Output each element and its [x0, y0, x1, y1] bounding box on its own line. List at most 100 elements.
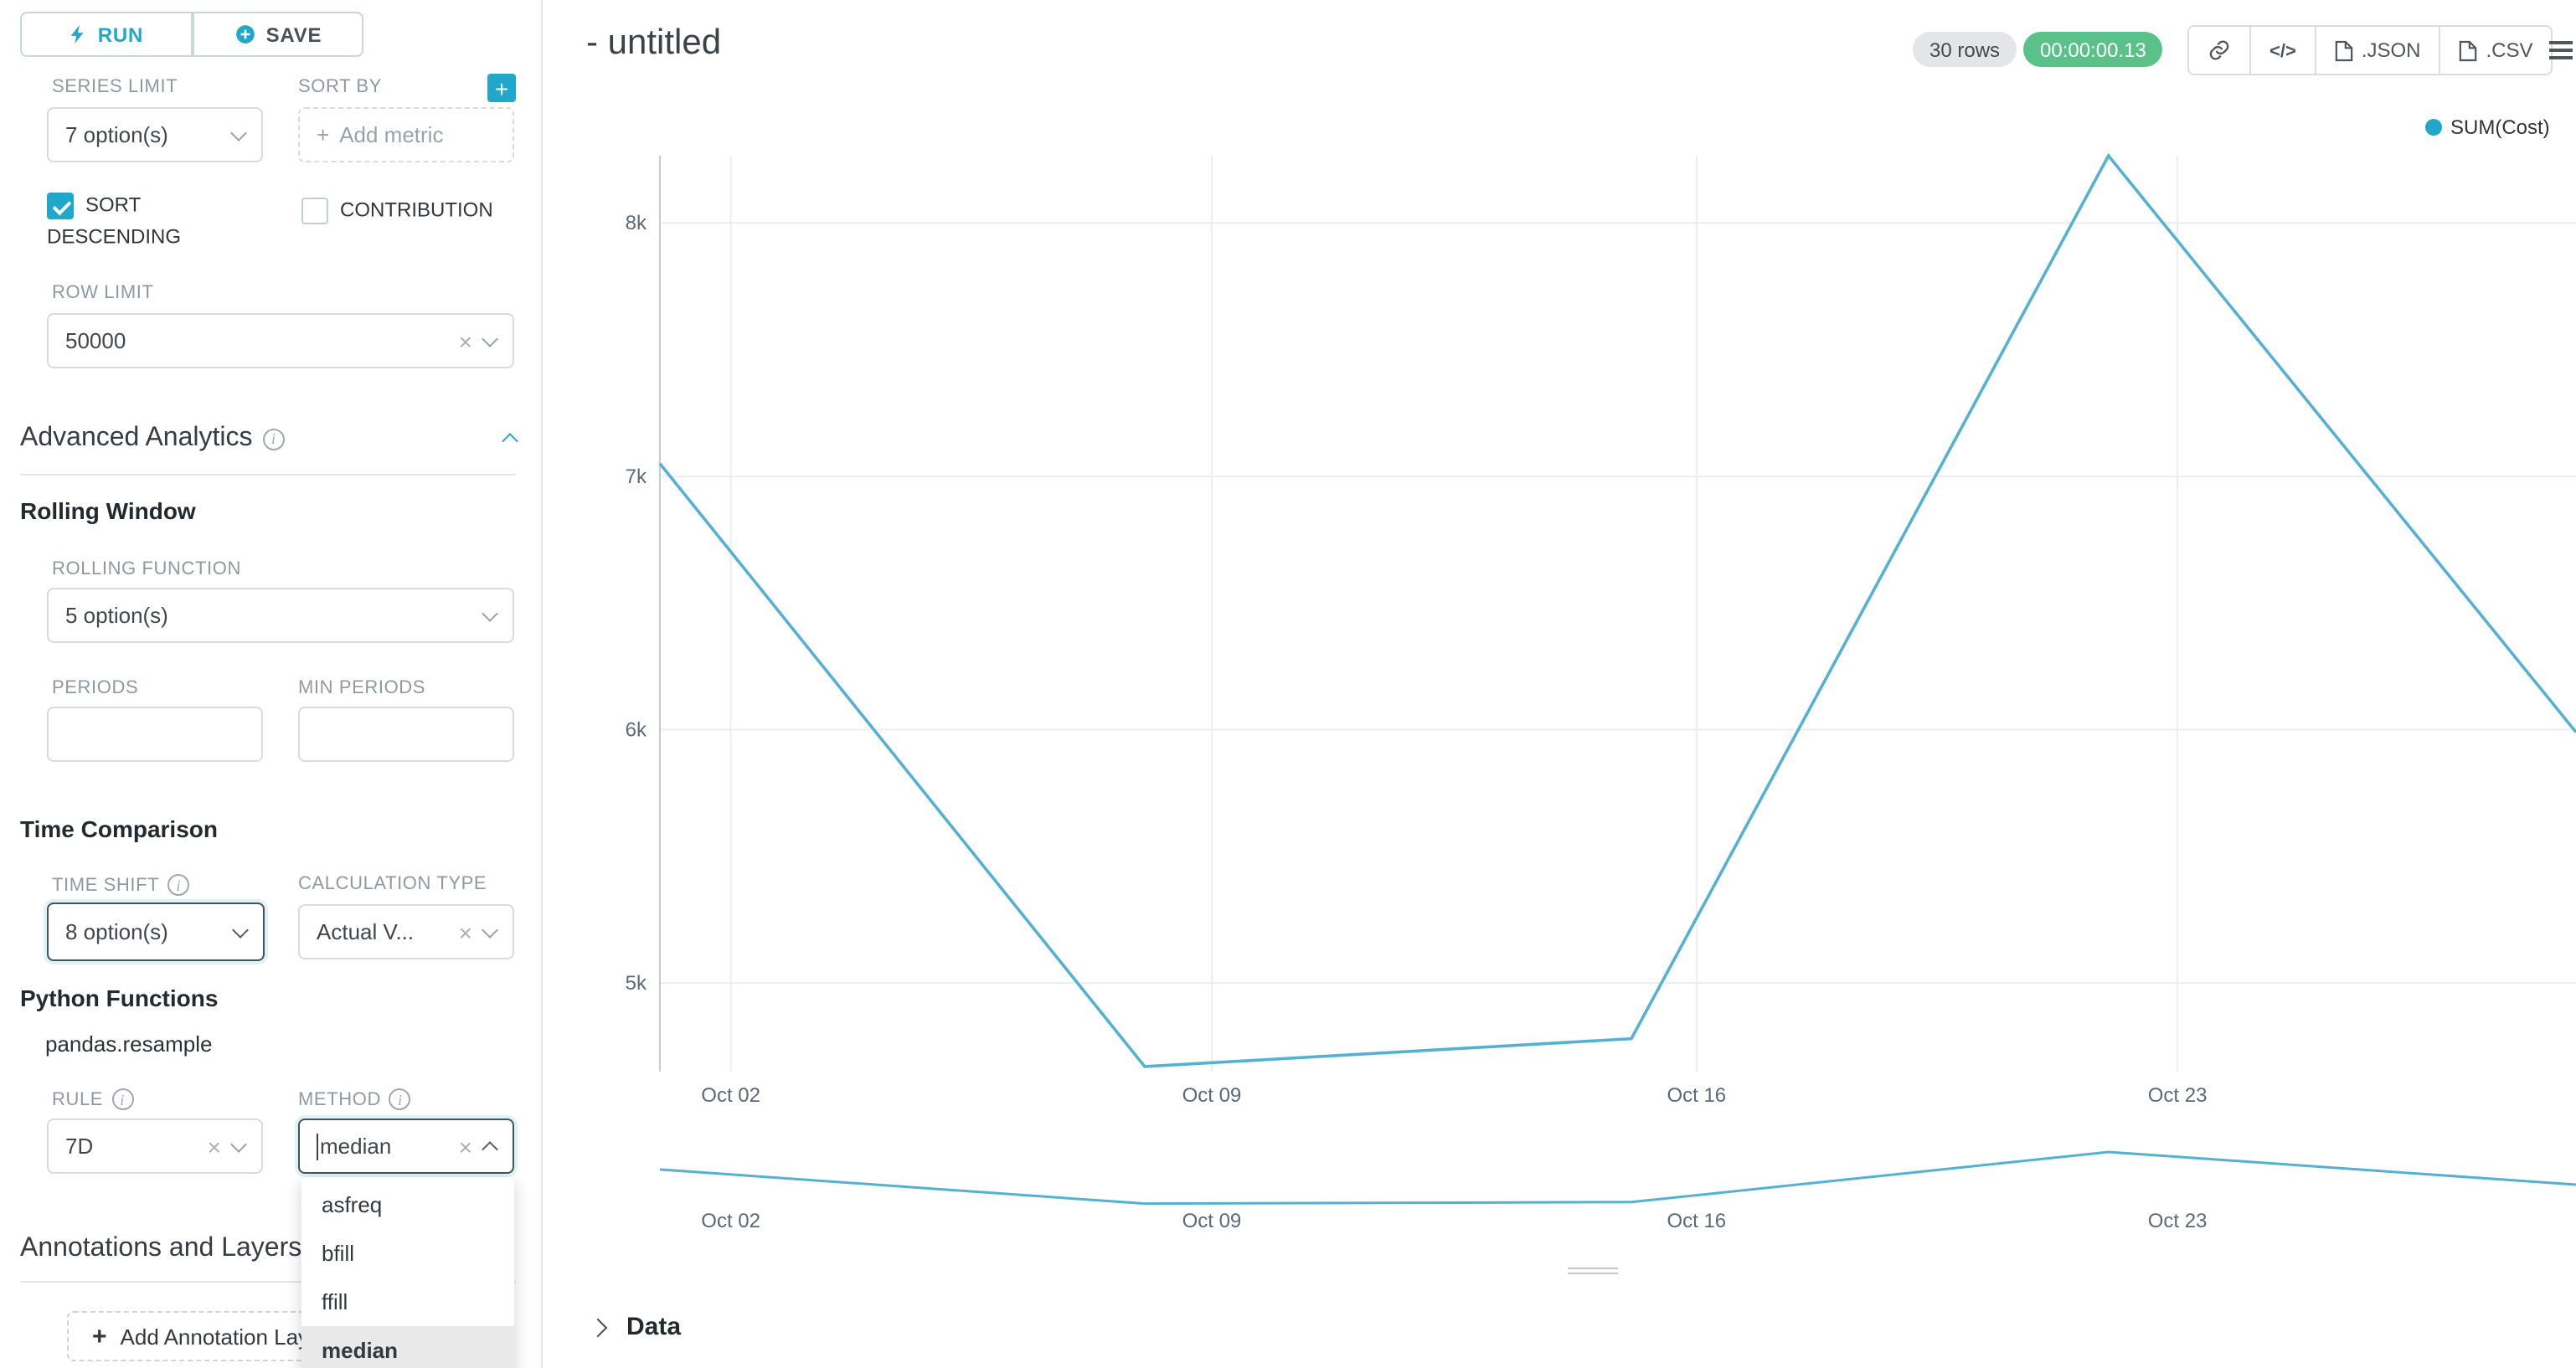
sort-descending-checkbox[interactable]: SORT DESCENDING: [47, 189, 251, 254]
pandas-resample-label: pandas.resample: [45, 1031, 213, 1057]
contribution-checkbox[interactable]: CONTRIBUTION: [301, 194, 523, 227]
legend-dot-icon: [2425, 119, 2442, 136]
periods-label: PERIODS: [52, 678, 139, 698]
info-icon: [111, 1088, 134, 1110]
run-save-button-group: RUN SAVE: [20, 12, 363, 57]
link-icon: [2209, 40, 2229, 60]
rolling-window-title: Rolling Window: [20, 497, 196, 524]
periods-input[interactable]: [47, 707, 263, 762]
chart-title[interactable]: - untitled: [586, 23, 722, 62]
chevron-down-icon: [232, 921, 249, 938]
export-json-button[interactable]: .JSON: [2314, 27, 2439, 74]
data-panel-toggle[interactable]: Data: [588, 1313, 682, 1341]
clear-icon[interactable]: [459, 1134, 472, 1158]
plus-icon: [92, 1322, 107, 1350]
resize-handle[interactable]: [1568, 1268, 1618, 1274]
svg-text:Oct 09: Oct 09: [1182, 1084, 1242, 1107]
method-option-asfreq[interactable]: asfreq: [322, 1192, 383, 1217]
method-option-ffill[interactable]: ffill: [322, 1289, 348, 1314]
chevron-right-icon: [588, 1317, 608, 1337]
legend-item[interactable]: SUM(Cost): [2425, 116, 2550, 139]
svg-text:5k: 5k: [626, 972, 647, 995]
method-combobox[interactable]: median: [298, 1119, 514, 1174]
info-icon: [167, 874, 190, 896]
row-limit-value: 50000: [65, 328, 126, 353]
annotations-layers-header[interactable]: Annotations and Layers: [20, 1234, 516, 1264]
rule-value: 7D: [65, 1134, 94, 1159]
series-limit-label: SERIES LIMIT: [52, 77, 178, 97]
run-label: RUN: [97, 23, 144, 46]
rule-label: RULE: [52, 1088, 134, 1110]
row-limit-label: ROW LIMIT: [52, 283, 154, 303]
copy-link-button[interactable]: [2189, 27, 2249, 74]
svg-text:8k: 8k: [626, 212, 647, 234]
timer-badge: 00:00:00.13: [2023, 32, 2163, 67]
svg-text:Oct 09: Oct 09: [1182, 1210, 1242, 1232]
chevron-up-icon: [482, 1140, 498, 1157]
chevron-down-icon: [230, 1135, 247, 1152]
sort-descending-label: SORT DESCENDING: [47, 193, 182, 249]
calculation-type-select[interactable]: Actual V...: [298, 904, 514, 959]
save-button[interactable]: SAVE: [193, 12, 363, 57]
chevron-down-icon: [482, 604, 498, 621]
series-limit-select[interactable]: 7 option(s): [47, 107, 263, 162]
add-metric-placeholder: Add metric: [317, 122, 496, 147]
export-csv-button[interactable]: .CSV: [2439, 27, 2552, 74]
file-icon: [2460, 39, 2477, 61]
export-json-label: .JSON: [2361, 39, 2421, 62]
method-option-median[interactable]: median: [301, 1326, 514, 1368]
chart-container: - untitled 30 rows 00:00:00.13 .JSON: [544, 0, 2576, 1368]
control-panel: RUN SAVE SERIES LIMIT SORT BY 7 option(s…: [0, 0, 543, 1368]
add-annotation-layer-label: Add Annotation Layer: [120, 1324, 329, 1349]
rows-badge: 30 rows: [1913, 32, 2017, 67]
time-comparison-title: Time Comparison: [20, 815, 218, 842]
series-limit-value: 7 option(s): [65, 122, 168, 147]
export-csv-label: .CSV: [2486, 39, 2533, 62]
view-query-button[interactable]: [2249, 27, 2315, 74]
time-shift-value: 8 option(s): [65, 919, 168, 944]
min-periods-input[interactable]: [298, 707, 514, 762]
file-icon: [2335, 39, 2353, 61]
time-shift-label: TIME SHIFT: [52, 874, 190, 896]
checkbox-checked-icon: [47, 192, 74, 219]
python-functions-title: Python Functions: [20, 985, 219, 1011]
method-option-bfill[interactable]: bfill: [322, 1241, 355, 1266]
save-label: SAVE: [265, 23, 322, 46]
advanced-analytics-header[interactable]: Advanced Analytics: [20, 424, 518, 454]
advanced-analytics-title: Advanced Analytics: [20, 424, 253, 452]
chevron-up-icon[interactable]: [502, 433, 518, 450]
min-periods-label: MIN PERIODS: [298, 678, 426, 698]
info-icon: [262, 428, 285, 450]
annotations-layers-title: Annotations and Layers: [20, 1234, 302, 1263]
run-button[interactable]: RUN: [20, 12, 193, 57]
chevron-down-icon: [482, 921, 498, 938]
method-label: METHOD: [298, 1088, 411, 1110]
lightning-icon: [71, 25, 85, 44]
divider: [20, 474, 516, 476]
info-icon: [389, 1088, 411, 1110]
sort-by-label: SORT BY: [298, 77, 382, 97]
method-options-menu: asfreq bfill ffill median: [301, 1177, 514, 1368]
rule-select[interactable]: 7D: [47, 1119, 263, 1174]
sort-by-add-metric-field[interactable]: Add metric: [298, 107, 514, 162]
code-icon: [2269, 39, 2296, 62]
clear-icon[interactable]: [208, 1134, 221, 1158]
calculation-type-label: CALCULATION TYPE: [298, 874, 487, 894]
chart-menu-button[interactable]: [2536, 28, 2576, 72]
clear-icon[interactable]: [459, 920, 472, 944]
time-shift-select[interactable]: 8 option(s): [47, 903, 265, 961]
row-limit-select[interactable]: 50000: [47, 313, 514, 368]
rolling-function-value: 5 option(s): [65, 603, 168, 628]
svg-text:7k: 7k: [626, 465, 647, 488]
clear-icon[interactable]: [459, 329, 472, 352]
chevron-down-icon: [230, 124, 247, 141]
text-cursor: [317, 1133, 318, 1160]
contribution-label: CONTRIBUTION: [340, 198, 493, 222]
svg-text:Oct 23: Oct 23: [2148, 1210, 2208, 1232]
svg-text:Oct 02: Oct 02: [701, 1084, 760, 1107]
data-panel-label: Data: [626, 1313, 682, 1341]
rolling-function-select[interactable]: 5 option(s): [47, 588, 514, 643]
svg-text:Oct 16: Oct 16: [1667, 1210, 1726, 1232]
svg-text:6k: 6k: [626, 718, 647, 741]
add-metric-plus-button[interactable]: [487, 74, 516, 102]
